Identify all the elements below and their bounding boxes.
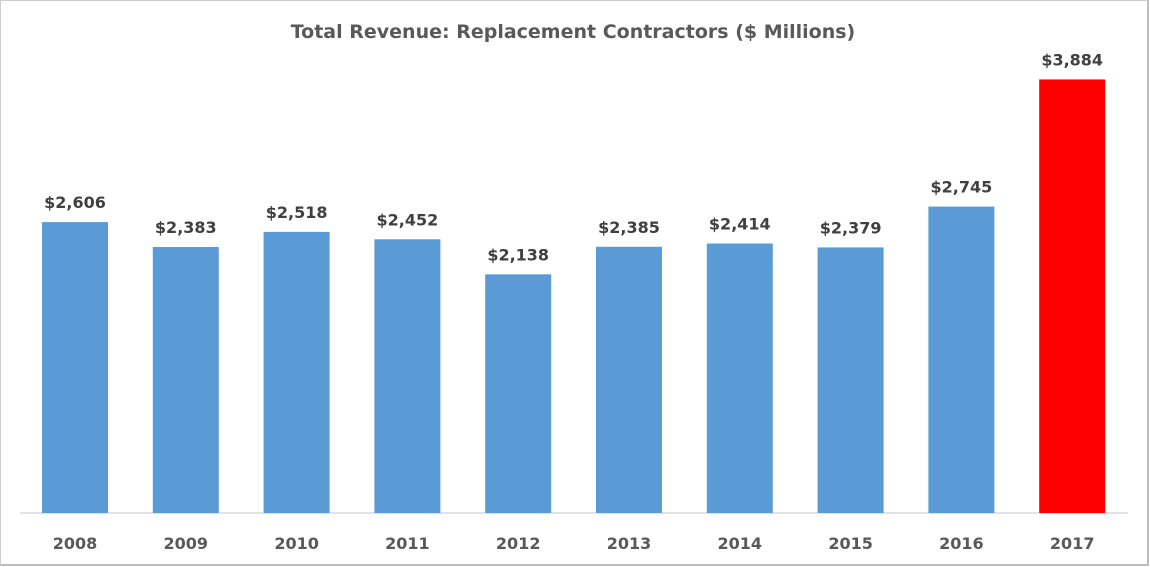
data-label-2010: $2,518 <box>266 203 328 222</box>
data-label-2015: $2,379 <box>820 218 882 237</box>
bar-2015 <box>817 247 884 514</box>
x-tick-label-2008: 2008 <box>53 534 98 553</box>
x-tick-label-2016: 2016 <box>939 534 984 553</box>
bar-2013 <box>596 246 662 513</box>
data-label-2016: $2,745 <box>931 178 993 197</box>
bar-2008 <box>42 222 108 514</box>
x-tick-label-2014: 2014 <box>718 534 763 553</box>
data-label-2009: $2,383 <box>155 218 217 237</box>
data-label-2013: $2,385 <box>598 218 660 237</box>
bar-2011 <box>374 239 441 513</box>
bar-2016 <box>928 206 995 513</box>
x-tick-label-2015: 2015 <box>828 534 873 553</box>
data-label-2014: $2,414 <box>709 215 771 234</box>
bar-2017 <box>1039 79 1106 514</box>
bar-2012 <box>485 274 552 513</box>
x-tick-label-2009: 2009 <box>164 534 209 553</box>
x-tick-label-2011: 2011 <box>385 534 430 553</box>
data-label-2012: $2,138 <box>487 245 549 264</box>
bar-2009 <box>152 246 219 513</box>
data-label-2011: $2,452 <box>377 210 439 229</box>
bar-2014 <box>706 243 773 514</box>
data-label-2008: $2,606 <box>44 193 106 212</box>
x-tick-label-2012: 2012 <box>496 534 541 553</box>
x-tick-label-2013: 2013 <box>607 534 652 553</box>
data-label-2017: $3,884 <box>1041 50 1103 69</box>
x-tick-label-2017: 2017 <box>1050 534 1095 553</box>
x-tick-label-2010: 2010 <box>274 534 319 553</box>
chart-title: Total Revenue: Replacement Contractors (… <box>291 21 856 43</box>
bar-2010 <box>263 231 330 513</box>
